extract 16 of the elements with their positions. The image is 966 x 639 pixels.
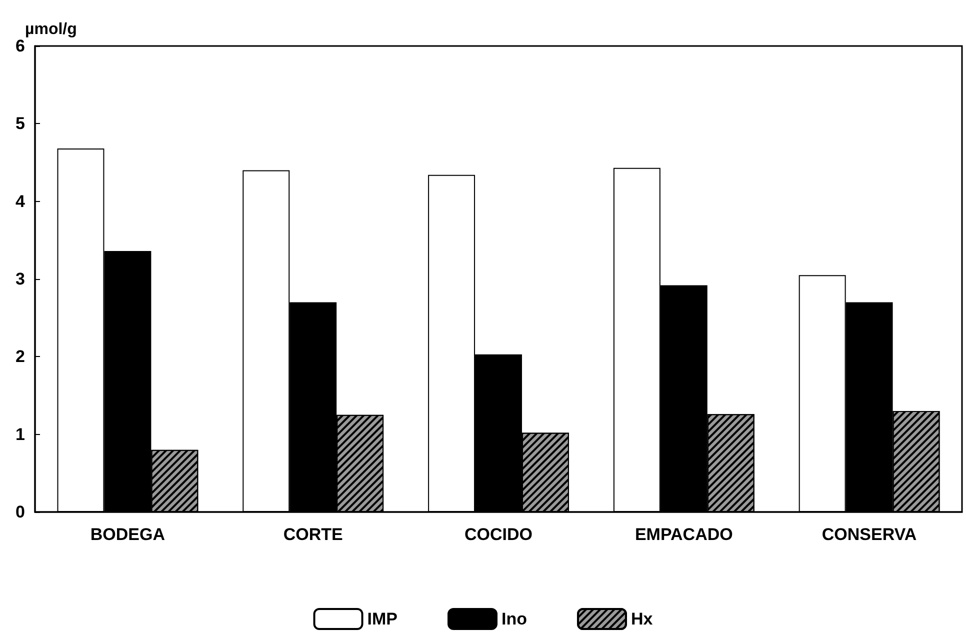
legend-label: IMP [367, 610, 398, 628]
legend-label: Ino [502, 610, 527, 628]
x-tick-label: EMPACADO [634, 525, 733, 544]
legend-label: Hx [630, 610, 654, 628]
y-tick-label: 4 [16, 192, 26, 211]
x-tick-label: CONSERVA [822, 525, 917, 544]
x-tick-label: BODEGA [90, 525, 166, 544]
y-tick-label: 0 [16, 502, 25, 522]
x-tick-label: COCIDO [464, 525, 532, 544]
y-tick-label: 3 [16, 270, 25, 288]
y-tick-label: 6 [16, 36, 25, 56]
y-axis-title: µmol/g [25, 21, 77, 38]
y-tick-label: 1 [16, 424, 25, 444]
y-tick-label: 2 [16, 347, 25, 366]
x-tick-label: CORTE [283, 525, 343, 544]
y-tick-label: 5 [16, 114, 25, 134]
